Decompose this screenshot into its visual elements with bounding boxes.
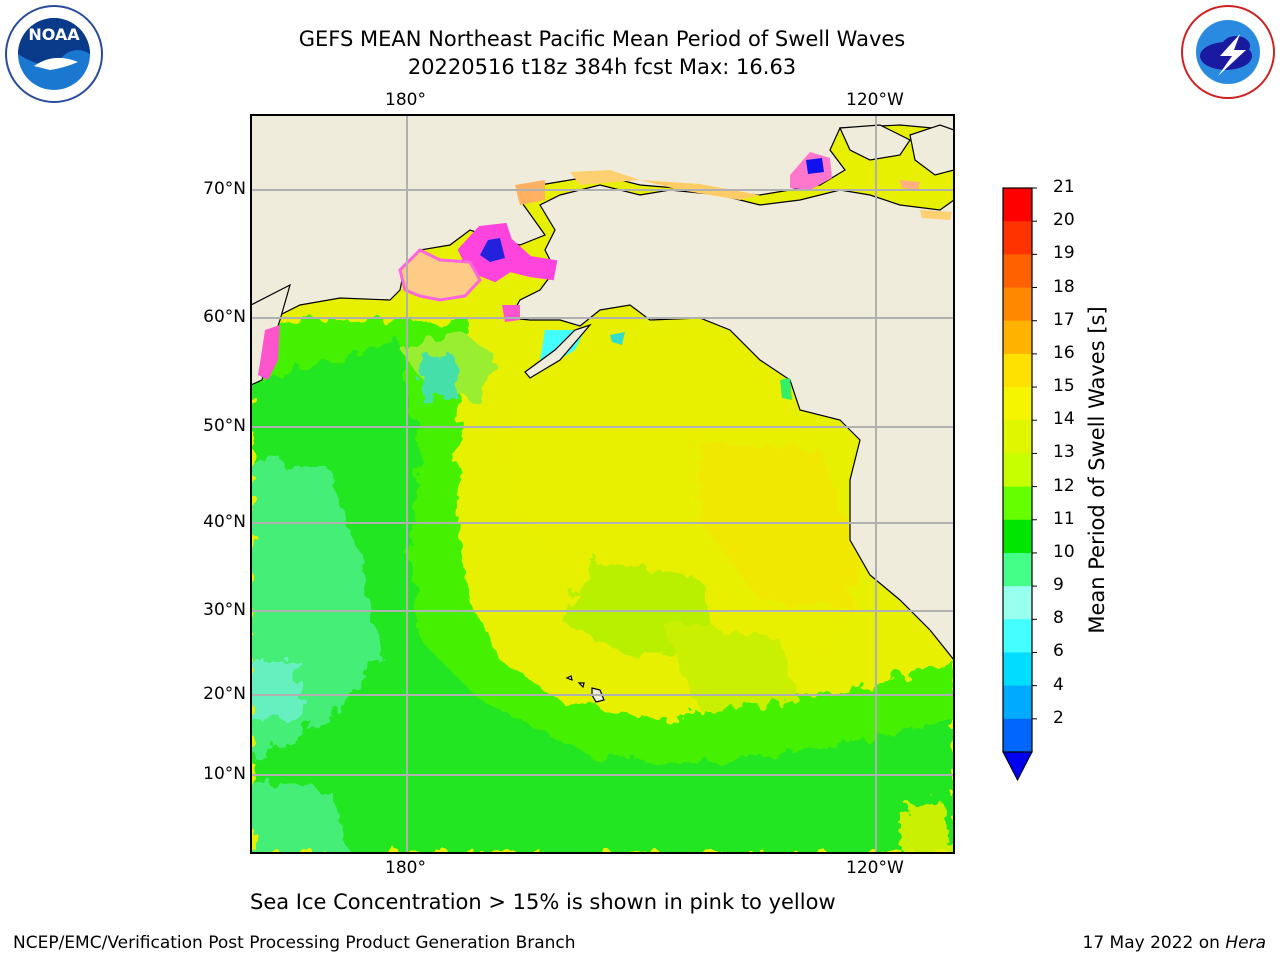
colorbar-tick-label: 9: [1053, 575, 1064, 596]
noaa-text: NOAA: [28, 25, 80, 44]
lat-label-40n: 40°N: [203, 512, 246, 532]
colorbar-bin: [1003, 453, 1032, 488]
colorbar-tick-label: 8: [1053, 608, 1064, 629]
colorbar-bin: [1003, 353, 1032, 388]
footer-host: Hera: [1225, 933, 1266, 953]
colorbar-tick-label: 12: [1053, 475, 1075, 496]
map-area: [251, 115, 954, 853]
nws-logo: [1180, 4, 1276, 104]
swell-period-field: [251, 320, 954, 853]
lon-label-bottom-180: 180°: [385, 858, 426, 878]
gridlines: [251, 115, 954, 853]
colorbar: [1002, 187, 1037, 782]
footer-credit: NCEP/EMC/Verification Post Processing Pr…: [13, 933, 576, 953]
colorbar-bin: [1003, 320, 1032, 355]
colorbar-tick-label: 15: [1053, 376, 1075, 397]
colorbar-bin: [1003, 586, 1032, 620]
colorbar-tick-label: 10: [1053, 541, 1075, 562]
colorbar-bin: [1003, 519, 1032, 554]
sea-ice-concentration: [258, 152, 952, 400]
lat-label-60n: 60°N: [203, 307, 246, 327]
chart-subtitle: 20220516 t18z 384h fcst Max: 16.63: [407, 55, 797, 79]
colorbar-bin: [1003, 486, 1032, 521]
colorbar-tick-label: 14: [1053, 409, 1075, 430]
colorbar-tick-label: 6: [1053, 641, 1064, 662]
colorbar-tick-label: 21: [1053, 177, 1075, 197]
colorbar-bin: [1003, 718, 1032, 753]
lat-label-30n: 30°N: [203, 600, 246, 620]
footer-date: 17 May 2022 on Hera: [1083, 933, 1267, 953]
colorbar-bin: [1003, 619, 1032, 653]
sea-ice-note: Sea Ice Concentration > 15% is shown in …: [250, 890, 836, 914]
colorbar-bin: [1003, 552, 1032, 587]
colorbar-tick-label: 17: [1053, 309, 1075, 330]
colorbar-bin: [1003, 188, 1032, 222]
colorbar-tick-label: 2: [1053, 707, 1064, 728]
colorbar-tick-label: 16: [1053, 342, 1075, 363]
colorbar-tick-label: 20: [1053, 210, 1075, 231]
colorbar-tick-label: 11: [1053, 508, 1075, 529]
lat-label-10n: 10°N: [203, 764, 246, 784]
colorbar-bin: [1003, 287, 1032, 322]
colorbar-bin: [1003, 221, 1032, 255]
colorbar-label: Mean Period of Swell Waves [s]: [1085, 306, 1109, 634]
lat-label-70n: 70°N: [203, 179, 246, 199]
colorbar-tick-label: 4: [1053, 674, 1064, 695]
colorbar-tick-label: 13: [1053, 442, 1075, 463]
land: [251, 115, 954, 703]
colorbar-bin: [1003, 420, 1032, 454]
lat-label-20n: 20°N: [203, 684, 246, 704]
noaa-logo: NOAA: [4, 4, 104, 108]
colorbar-tick-label: 18: [1053, 276, 1075, 297]
lon-label-bottom-120w: 120°W: [846, 858, 904, 878]
colorbar-bin: [1003, 387, 1032, 421]
chart-title: GEFS MEAN Northeast Pacific Mean Period …: [298, 27, 906, 51]
lon-label-top-120w: 120°W: [846, 90, 904, 110]
colorbar-bin: [1003, 254, 1032, 289]
map-frame: [250, 114, 955, 854]
lon-label-top-180: 180°: [385, 90, 426, 110]
colorbar-bin: [1003, 652, 1032, 687]
lat-label-50n: 50°N: [203, 416, 246, 436]
colorbar-bin: [1003, 685, 1032, 720]
colorbar-tick-label: 19: [1053, 243, 1075, 264]
footer-date-text: 17 May 2022 on: [1082, 933, 1220, 953]
